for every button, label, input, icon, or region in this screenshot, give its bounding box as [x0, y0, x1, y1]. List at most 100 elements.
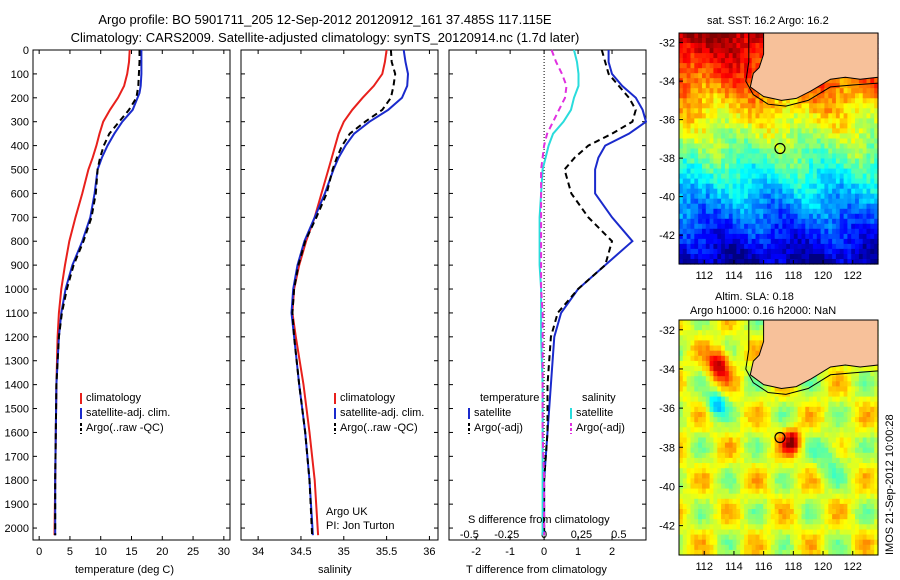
map-cell	[790, 534, 795, 541]
map-cell	[740, 509, 745, 515]
map-cell	[728, 48, 734, 54]
map-cell	[702, 539, 707, 546]
map-cell	[724, 391, 730, 398]
map-cell	[709, 498, 714, 505]
map-cell	[755, 417, 760, 423]
map-cell	[786, 442, 791, 449]
map-cell	[778, 183, 783, 190]
map-cell	[702, 238, 707, 245]
map-cell	[732, 386, 737, 393]
map-cell	[858, 381, 864, 387]
map-cell	[679, 103, 684, 109]
map-cell	[847, 203, 852, 210]
map-cell	[759, 509, 764, 515]
map-cell	[767, 153, 772, 160]
y-tick-label: 1700	[5, 451, 29, 463]
map-cell	[705, 213, 711, 220]
map-cell	[759, 108, 764, 114]
map-cell	[751, 108, 757, 114]
map-cell	[751, 208, 757, 215]
map-cell	[801, 123, 806, 129]
map-cell	[770, 254, 776, 260]
map-cell	[812, 148, 818, 155]
map-cell	[682, 539, 688, 546]
map-cell	[774, 519, 780, 525]
map-cell	[855, 488, 860, 495]
map-cell	[866, 468, 871, 474]
map-cell	[778, 254, 783, 260]
map-cell	[740, 254, 745, 260]
map-cell	[713, 53, 718, 59]
map-cell	[786, 401, 791, 408]
map-cell	[797, 391, 802, 398]
map-cell	[705, 549, 711, 556]
map-cell	[790, 248, 795, 255]
map-cell	[724, 493, 730, 500]
map-cell	[682, 178, 688, 185]
map-cell	[858, 432, 864, 439]
map-cell	[728, 83, 734, 89]
map-cell	[698, 53, 703, 59]
map-cell	[736, 183, 741, 190]
map-cell	[721, 391, 726, 398]
map-cell	[709, 53, 714, 59]
map-cell	[790, 452, 795, 459]
map-cell	[805, 493, 810, 500]
map-cell	[724, 468, 730, 474]
map-cell	[797, 163, 802, 170]
map-cell	[862, 468, 868, 474]
map-cell	[728, 73, 734, 79]
map-cell	[858, 103, 864, 109]
map-cell	[816, 208, 822, 215]
map-cell	[751, 173, 757, 180]
map-cell	[721, 544, 726, 551]
map-cell	[847, 128, 852, 134]
map-cell	[862, 483, 868, 490]
map-cell	[835, 153, 841, 160]
map-cell	[751, 133, 757, 139]
map-cell	[874, 381, 879, 387]
map-cell	[724, 213, 730, 220]
map-cell	[774, 524, 780, 530]
map-cell	[736, 33, 741, 39]
map-cell	[705, 113, 711, 119]
map-cell	[858, 534, 864, 541]
map-cell	[759, 103, 764, 109]
map-cell	[713, 488, 718, 495]
map-cell	[870, 519, 875, 525]
map-cell	[866, 432, 871, 439]
map-cell	[747, 442, 753, 449]
map-cell	[694, 233, 699, 240]
map-cell	[763, 396, 768, 403]
map-cell	[855, 452, 860, 459]
map-cell	[755, 259, 760, 265]
map-cell	[713, 386, 718, 393]
map-cell	[702, 208, 707, 215]
map-cell	[709, 153, 714, 160]
map-cell	[705, 534, 711, 541]
map-cell	[747, 452, 753, 459]
map-cell	[824, 248, 829, 255]
map-cell	[747, 355, 753, 362]
map-cell	[797, 183, 802, 190]
map-cell	[724, 488, 730, 495]
map-cell	[705, 457, 711, 464]
map-cell	[839, 213, 845, 220]
map-cell	[690, 143, 695, 150]
map-cell	[694, 355, 699, 362]
map-cell	[717, 38, 722, 44]
map-cell	[705, 437, 711, 444]
map-cell	[820, 509, 825, 515]
map-cell	[759, 534, 764, 541]
map-cell	[732, 133, 737, 139]
map-cell	[713, 218, 718, 225]
map-cell	[682, 153, 688, 160]
map-cell	[682, 68, 688, 74]
map-cell	[747, 223, 753, 230]
map-cell	[744, 396, 749, 403]
map-cell	[694, 493, 699, 500]
map-cell	[862, 396, 868, 403]
map-cell	[793, 442, 799, 449]
map-cell	[793, 238, 799, 245]
map-cell	[694, 93, 699, 99]
